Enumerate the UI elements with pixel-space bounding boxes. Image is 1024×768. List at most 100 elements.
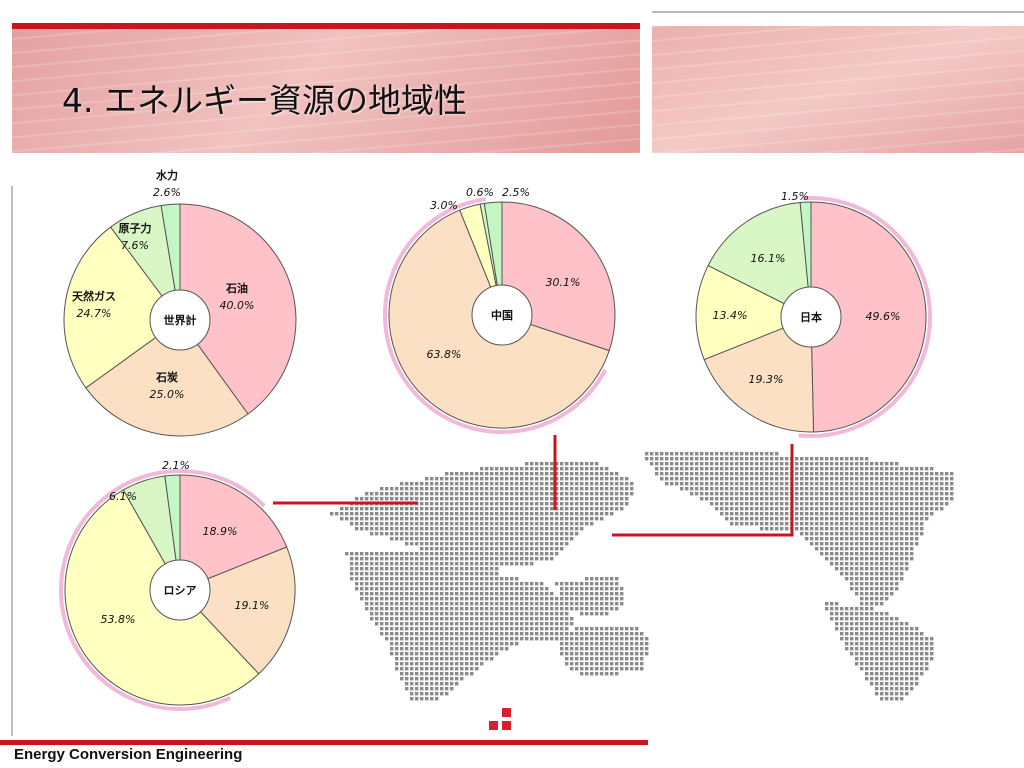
map-dot — [445, 567, 449, 571]
map-dot — [895, 497, 899, 501]
map-dot — [725, 487, 729, 491]
map-dot — [505, 472, 509, 476]
map-dot — [340, 517, 344, 521]
map-dot — [615, 652, 619, 656]
map-dot — [500, 512, 504, 516]
map-dot — [775, 527, 779, 531]
map-dot — [815, 517, 819, 521]
map-dot — [890, 587, 894, 591]
map-dot — [605, 577, 609, 581]
map-dot — [615, 492, 619, 496]
map-dot — [450, 667, 454, 671]
map-dot — [505, 552, 509, 556]
map-dot — [595, 467, 599, 471]
map-dot — [450, 597, 454, 601]
map-dot — [840, 562, 844, 566]
map-dot — [865, 577, 869, 581]
map-dot — [730, 522, 734, 526]
map-dot — [915, 637, 919, 641]
map-dot — [500, 472, 504, 476]
map-dot — [870, 587, 874, 591]
map-dot — [440, 532, 444, 536]
map-dot — [500, 477, 504, 481]
map-dot — [870, 462, 874, 466]
map-dot — [875, 557, 879, 561]
slice-value-label: 53.8% — [101, 613, 136, 626]
map-dot — [525, 592, 529, 596]
map-dot — [355, 562, 359, 566]
map-dot — [850, 507, 854, 511]
map-dot — [875, 572, 879, 576]
map-dot — [875, 492, 879, 496]
map-dot — [390, 552, 394, 556]
map-dot — [840, 617, 844, 621]
map-dot — [620, 637, 624, 641]
map-dot — [440, 537, 444, 541]
map-dot — [925, 487, 929, 491]
map-dot — [445, 687, 449, 691]
map-dot — [445, 557, 449, 561]
map-dot — [470, 637, 474, 641]
map-dot — [825, 482, 829, 486]
map-dot — [735, 507, 739, 511]
map-dot — [510, 597, 514, 601]
map-dot — [430, 492, 434, 496]
map-dot — [800, 517, 804, 521]
map-dot — [460, 517, 464, 521]
map-dot — [520, 497, 524, 501]
pie-highlight-ring — [798, 196, 932, 438]
map-dot — [720, 492, 724, 496]
map-dot — [455, 502, 459, 506]
map-dot — [445, 527, 449, 531]
map-dot — [760, 507, 764, 511]
map-dot — [865, 477, 869, 481]
map-dot — [845, 607, 849, 611]
map-dot — [560, 547, 564, 551]
map-dot — [445, 667, 449, 671]
map-dot — [780, 482, 784, 486]
map-dot — [465, 657, 469, 661]
map-dot — [895, 542, 899, 546]
map-dot — [595, 587, 599, 591]
map-dot — [430, 577, 434, 581]
map-dot — [405, 672, 409, 676]
map-dot — [815, 477, 819, 481]
map-dot — [670, 462, 674, 466]
map-dot — [570, 592, 574, 596]
slice-value-label: 18.9% — [203, 525, 238, 538]
map-dot — [900, 557, 904, 561]
map-dot — [900, 482, 904, 486]
map-dot — [760, 462, 764, 466]
map-dot — [820, 512, 824, 516]
map-dot — [405, 527, 409, 531]
map-dot — [610, 647, 614, 651]
map-dot — [405, 647, 409, 651]
map-dot — [420, 512, 424, 516]
map-dot — [820, 492, 824, 496]
map-dot — [555, 547, 559, 551]
map-dot — [515, 492, 519, 496]
map-dot — [440, 652, 444, 656]
map-dot — [595, 507, 599, 511]
map-dot — [390, 567, 394, 571]
map-dot — [885, 542, 889, 546]
map-dot — [435, 487, 439, 491]
map-dot — [440, 612, 444, 616]
map-dot — [525, 487, 529, 491]
map-dot — [450, 537, 454, 541]
map-dot — [555, 497, 559, 501]
map-dot — [480, 567, 484, 571]
map-dot — [525, 632, 529, 636]
map-dot — [780, 517, 784, 521]
map-dot — [855, 657, 859, 661]
map-dot — [420, 542, 424, 546]
map-dot — [485, 552, 489, 556]
map-dot — [845, 542, 849, 546]
map-dot — [395, 527, 399, 531]
map-dot — [580, 662, 584, 666]
map-dot — [595, 577, 599, 581]
map-dot — [760, 497, 764, 501]
map-dot — [870, 472, 874, 476]
map-dot — [760, 482, 764, 486]
map-dot — [415, 607, 419, 611]
